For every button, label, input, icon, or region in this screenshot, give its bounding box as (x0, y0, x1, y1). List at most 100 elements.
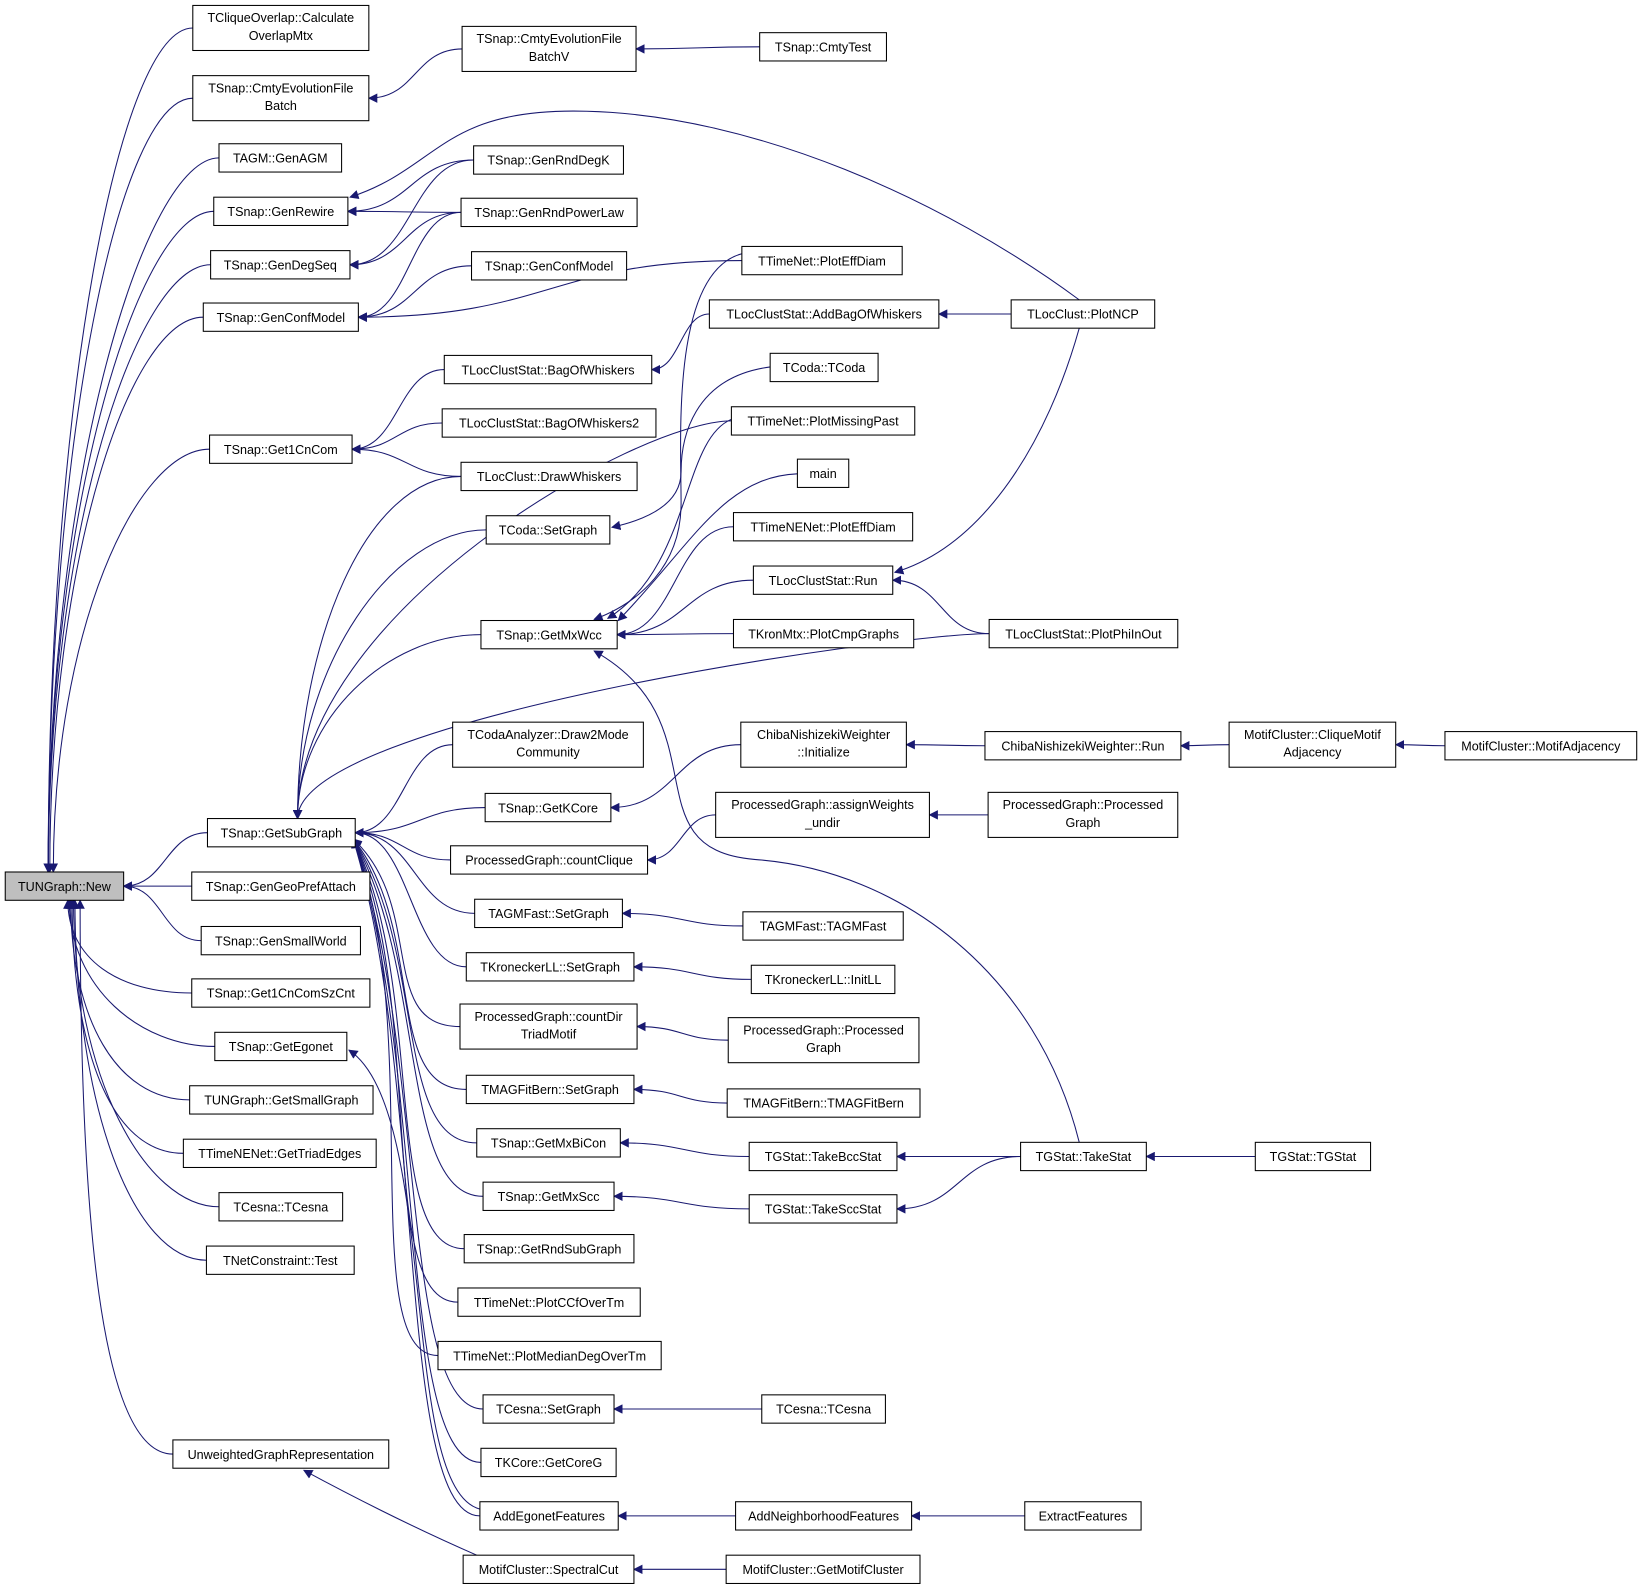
node-label: ChibaNishizekiWeighter::Run (1001, 739, 1164, 753)
node-ttimenet-ploteffdiam[interactable]: TTimeNet::PlotEffDiam (741, 245, 903, 276)
node-addneighborhoodfeatures[interactable]: AddNeighborhoodFeatures (735, 1501, 913, 1531)
node-tagmfast-setgraph[interactable]: TAGMFast::SetGraph (474, 898, 623, 929)
node-unweightedgraphrepresentation[interactable]: UnweightedGraphRepresentation (172, 1439, 390, 1469)
node-tkronmtx-plotcmpgraphs[interactable]: TKronMtx::PlotCmpGraphs (732, 618, 915, 649)
call-edge (611, 366, 771, 531)
call-edge (1394, 739, 1445, 750)
node-tsnap-get1cncom[interactable]: TSnap::Get1CnCom (209, 434, 353, 464)
node-processedgraph-processed-graph[interactable]: ProcessedGraph::ProcessedGraph (727, 1017, 920, 1064)
node-tmagfitbern-tmagfitbern[interactable]: TMAGFitBern::TMAGFitBern (726, 1088, 921, 1118)
node-tmagfitbern-setgraph[interactable]: TMAGFitBern::SetGraph (465, 1074, 635, 1105)
node-tsnap-getmxbicon[interactable]: TSnap::GetMxBiCon (476, 1128, 621, 1158)
node-tagm-genagm[interactable]: TAGM::GenAGM (218, 143, 343, 173)
node-tloccluststat-addbagofwhiskers[interactable]: TLocClustStat::AddBagOfWhiskers (708, 299, 940, 329)
node-tsnap-getegonet[interactable]: TSnap::GetEgonet (214, 1031, 348, 1062)
node-label: TAGMFast::SetGraph (488, 907, 609, 921)
node-label: AddNeighborhoodFeatures (748, 1510, 899, 1524)
node-tsnap-gensmallworld[interactable]: TSnap::GenSmallWorld (200, 925, 361, 956)
call-edge (346, 159, 474, 217)
call-edge (367, 48, 463, 103)
node-tsnap-genrewire[interactable]: TSnap::GenRewire (213, 196, 349, 227)
node-tgstat-takesccstat[interactable]: TGStat::TakeSccStat (748, 1194, 898, 1224)
node-label: BatchV (529, 50, 570, 64)
node-tungraph-new[interactable]: TUNGraph::New (4, 871, 125, 901)
node-tkroneckerll-setgraph[interactable]: TKroneckerLL::SetGraph (465, 952, 635, 982)
node-label: TSnap::GenGeoPrefAttach (206, 880, 356, 894)
node-chibanishizekiweighter-initialize[interactable]: ChibaNishizekiWeighter::Initialize (740, 721, 907, 768)
node-motifcluster-getmotifcluster[interactable]: MotifCluster::GetMotifCluster (725, 1554, 921, 1584)
node-label: TLocClustStat::BagOfWhiskers (461, 363, 634, 377)
node-tsnap-cmtytest[interactable]: TSnap::CmtyTest (759, 32, 887, 62)
node-box (740, 721, 907, 768)
node-tsnap-genrnddegk[interactable]: TSnap::GenRndDegK (473, 145, 624, 175)
node-ttimenet-plotccfovertm[interactable]: TTimeNet::PlotCCfOverTm (457, 1287, 641, 1317)
node-label: TMAGFitBern::TMAGFitBern (743, 1097, 904, 1111)
node-tsnap-getkcore[interactable]: TSnap::GetKCore (484, 792, 612, 823)
node-tungraph-getsmallgraph[interactable]: TUNGraph::GetSmallGraph (189, 1085, 374, 1115)
node-tkroneckerll-initll[interactable]: TKroneckerLL::InitLL (750, 964, 896, 995)
node-box (191, 871, 371, 901)
node-processedgraph-processed-graph[interactable]: ProcessedGraph::ProcessedGraph (987, 791, 1179, 838)
node-tcesna-tcesna[interactable]: TCesna::TCesna (218, 1192, 344, 1222)
node-processedgraph-assignweights-undir[interactable]: ProcessedGraph::assignWeights_undir (715, 791, 930, 838)
node-tcesna-tcesna[interactable]: TCesna::TCesna (761, 1394, 886, 1424)
node-tloccluststat-bagofwhiskers[interactable]: TLocClustStat::BagOfWhiskers (443, 354, 653, 385)
node-label: ChibaNishizekiWeighter (757, 728, 890, 742)
node-tgstat-takestat[interactable]: TGStat::TakeStat (1020, 1141, 1147, 1172)
node-tsnap-genconfmodel[interactable]: TSnap::GenConfModel (202, 302, 359, 332)
node-box (459, 1003, 638, 1050)
node-tsnap-get1cncomszcnt[interactable]: TSnap::Get1CnComSzCnt (191, 978, 371, 1008)
node-tgstat-tgstat[interactable]: TGStat::TGStat (1254, 1141, 1372, 1172)
call-edge (593, 253, 742, 621)
node-box (769, 352, 879, 383)
node-tcesna-setgraph[interactable]: TCesna::SetGraph (482, 1394, 615, 1424)
node-tsnap-genrndpowerlaw[interactable]: TSnap::GenRndPowerLaw (460, 197, 638, 228)
node-label: ProcessedGraph::countClique (465, 854, 633, 868)
node-tcoda-tcoda[interactable]: TCoda::TCoda (769, 352, 879, 383)
node-extractfeatures[interactable]: ExtractFeatures (1024, 1501, 1142, 1531)
node-tsnap-genconfmodel[interactable]: TSnap::GenConfModel (471, 251, 628, 281)
call-edge (613, 1191, 750, 1210)
call-edge (351, 838, 481, 1463)
node-tloccluststat-run[interactable]: TLocClustStat::Run (752, 565, 894, 595)
node-tsnap-getmxscc[interactable]: TSnap::GetMxScc (482, 1181, 615, 1211)
node-tsnap-getrndsubgraph[interactable]: TSnap::GetRndSubGraph (463, 1234, 635, 1264)
node-tloccluststat-plotphiinout[interactable]: TLocClustStat::PlotPhiInOut (988, 618, 1179, 649)
node-tsnap-getmxwcc[interactable]: TSnap::GetMxWcc (480, 619, 618, 650)
node-ttimenenet-ploteffdiam[interactable]: TTimeNENet::PlotEffDiam (732, 512, 914, 542)
node-label: TSnap::CmtyEvolutionFile (476, 32, 621, 46)
node-chibanishizekiweighter-run[interactable]: ChibaNishizekiWeighter::Run (984, 731, 1182, 761)
node-tagmfast-tagmfast[interactable]: TAGMFast::TAGMFast (742, 911, 904, 941)
node-label: TKroneckerLL::SetGraph (480, 961, 620, 975)
node-label: TTimeNet::PlotMissingPast (748, 415, 900, 429)
node-tlocclust-plotncp[interactable]: TLocClust::PlotNCP (1010, 299, 1156, 329)
node-ttimenet-plotmediandegovertm[interactable]: TTimeNet::PlotMedianDegOverTm (437, 1340, 662, 1371)
node-main[interactable]: main (796, 458, 850, 488)
node-label: Batch (265, 99, 297, 113)
node-tsnap-gendegseq[interactable]: TSnap::GenDegSeq (210, 250, 351, 280)
node-label: TSnap::Get1CnComSzCnt (207, 987, 356, 1001)
node-label: TSnap::GetMxWcc (496, 628, 601, 642)
node-motifcluster-motifadjacency[interactable]: MotifCluster::MotifAdjacency (1444, 731, 1638, 761)
node-box (988, 618, 1179, 649)
node-tloccluststat-bagofwhiskers2[interactable]: TLocClustStat::BagOfWhiskers2 (441, 408, 657, 438)
node-tsnap-gengeoprefattach[interactable]: TSnap::GenGeoPrefAttach (191, 871, 371, 901)
node-ttimenet-plotmissingpast[interactable]: TTimeNet::PlotMissingPast (730, 406, 916, 436)
node-tcoda-setgraph[interactable]: TCoda::SetGraph (485, 515, 611, 545)
node-tlocclust-drawwhiskers[interactable]: TLocClust::DrawWhiskers (460, 461, 638, 492)
node-tsnap-getsubgraph[interactable]: TSnap::GetSubGraph (206, 818, 356, 848)
node-tkcore-getcoreg[interactable]: TKCore::GetCoreG (480, 1447, 617, 1478)
node-tgstat-takebccstat[interactable]: TGStat::TakeBccStat (748, 1141, 898, 1172)
node-addegonetfeatures[interactable]: AddEgonetFeatures (479, 1501, 619, 1531)
node-ttimenenet-gettriadedges[interactable]: TTimeNENet::GetTriadEdges (182, 1138, 377, 1169)
call-edge (351, 838, 438, 1357)
node-tnetconstraint-test[interactable]: TNetConstraint::Test (205, 1245, 355, 1275)
node-processedgraph-countclique[interactable]: ProcessedGraph::countClique (450, 845, 649, 875)
node-motifcluster-spectralcut[interactable]: MotifCluster::SpectralCut (462, 1554, 635, 1584)
